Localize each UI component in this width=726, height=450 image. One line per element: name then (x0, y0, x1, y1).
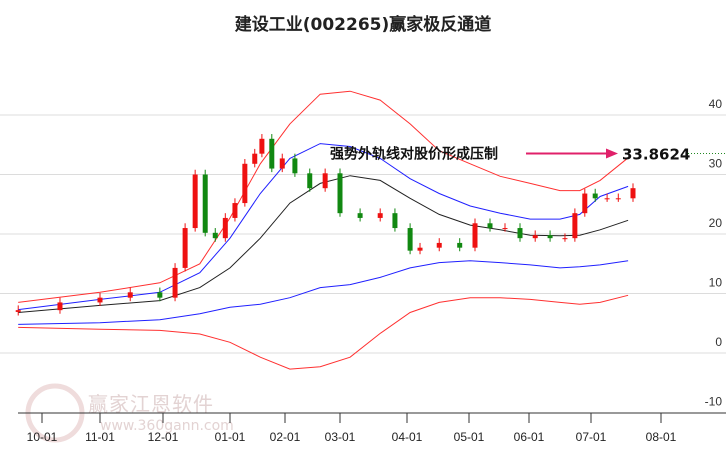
x-tick-label: 12-01 (148, 430, 179, 444)
candle-body (562, 238, 568, 240)
candle-body (572, 213, 578, 239)
candle-body (502, 228, 508, 230)
band-line-outer-upper (18, 90, 629, 303)
candle-body (57, 302, 63, 311)
candle-body (202, 174, 208, 233)
candle-body (615, 198, 621, 200)
candle-body (172, 267, 178, 298)
y-tick-label: 10 (709, 276, 723, 290)
candle-body (472, 223, 478, 248)
x-tick-label: 03-01 (325, 430, 356, 444)
y-tick-label: -10 (705, 395, 723, 409)
candle-body (457, 242, 463, 248)
candle-body (252, 153, 258, 164)
x-tick-label: 06-01 (514, 430, 545, 444)
candle-body (322, 173, 328, 189)
candle-body (337, 173, 343, 214)
y-tick-label: 30 (709, 157, 723, 171)
candle-body (157, 292, 163, 298)
candle-body (269, 138, 275, 169)
candle-body (232, 203, 238, 218)
x-tick-label: 07-01 (576, 430, 607, 444)
candle-body (630, 188, 636, 199)
band-line-outer-lower (18, 294, 629, 370)
candle-body (532, 235, 538, 239)
y-tick-label: 0 (715, 335, 722, 349)
candle-body (127, 292, 133, 298)
candle-body (357, 213, 363, 218)
band-line-middle (18, 175, 629, 313)
candle-body (15, 310, 21, 312)
arrow-head-icon (606, 148, 618, 159)
candle-body (292, 158, 298, 174)
annotation-text: 强势外轨线对股价形成压制 (330, 146, 498, 163)
candle-body (436, 242, 442, 248)
x-tick-label: 04-01 (392, 430, 423, 444)
candle-body (407, 228, 413, 251)
y-tick-label: 40 (709, 97, 723, 111)
x-tick-label: 05-01 (454, 430, 485, 444)
watermark-url: www.360gann.com (100, 418, 234, 434)
candle-body (259, 138, 265, 154)
candle-body (604, 198, 610, 200)
candle-body (392, 213, 398, 229)
candle-body (182, 228, 188, 268)
candle-body (212, 232, 218, 239)
chart-title: 建设工业(002265)赢家极反通道 (234, 15, 492, 35)
candle-body (279, 158, 285, 169)
x-tick-label: 10-01 (27, 430, 58, 444)
candle-body (547, 235, 553, 239)
candle-body (592, 193, 598, 199)
x-tick-label: 01-01 (215, 430, 246, 444)
candle-body (307, 173, 313, 189)
candle-body (517, 228, 523, 239)
x-tick-label: 02-01 (270, 430, 301, 444)
y-tick-label: 20 (709, 216, 723, 230)
candle-body (377, 213, 383, 218)
watermark-text: 赢家江恩软件 (88, 392, 214, 416)
candle-body (582, 193, 588, 214)
x-tick-label: 08-01 (646, 430, 677, 444)
band-line-inner-lower (18, 260, 629, 325)
candle-body (97, 297, 103, 303)
candle-body (417, 247, 423, 251)
band-line-inner-upper (18, 143, 629, 311)
candle-body (242, 163, 248, 204)
annotation-value: 33.8624 (622, 146, 690, 164)
candle-body (487, 223, 493, 229)
candle-body (222, 217, 228, 239)
x-tick-label: 11-01 (85, 430, 115, 444)
candle-body (192, 174, 198, 229)
